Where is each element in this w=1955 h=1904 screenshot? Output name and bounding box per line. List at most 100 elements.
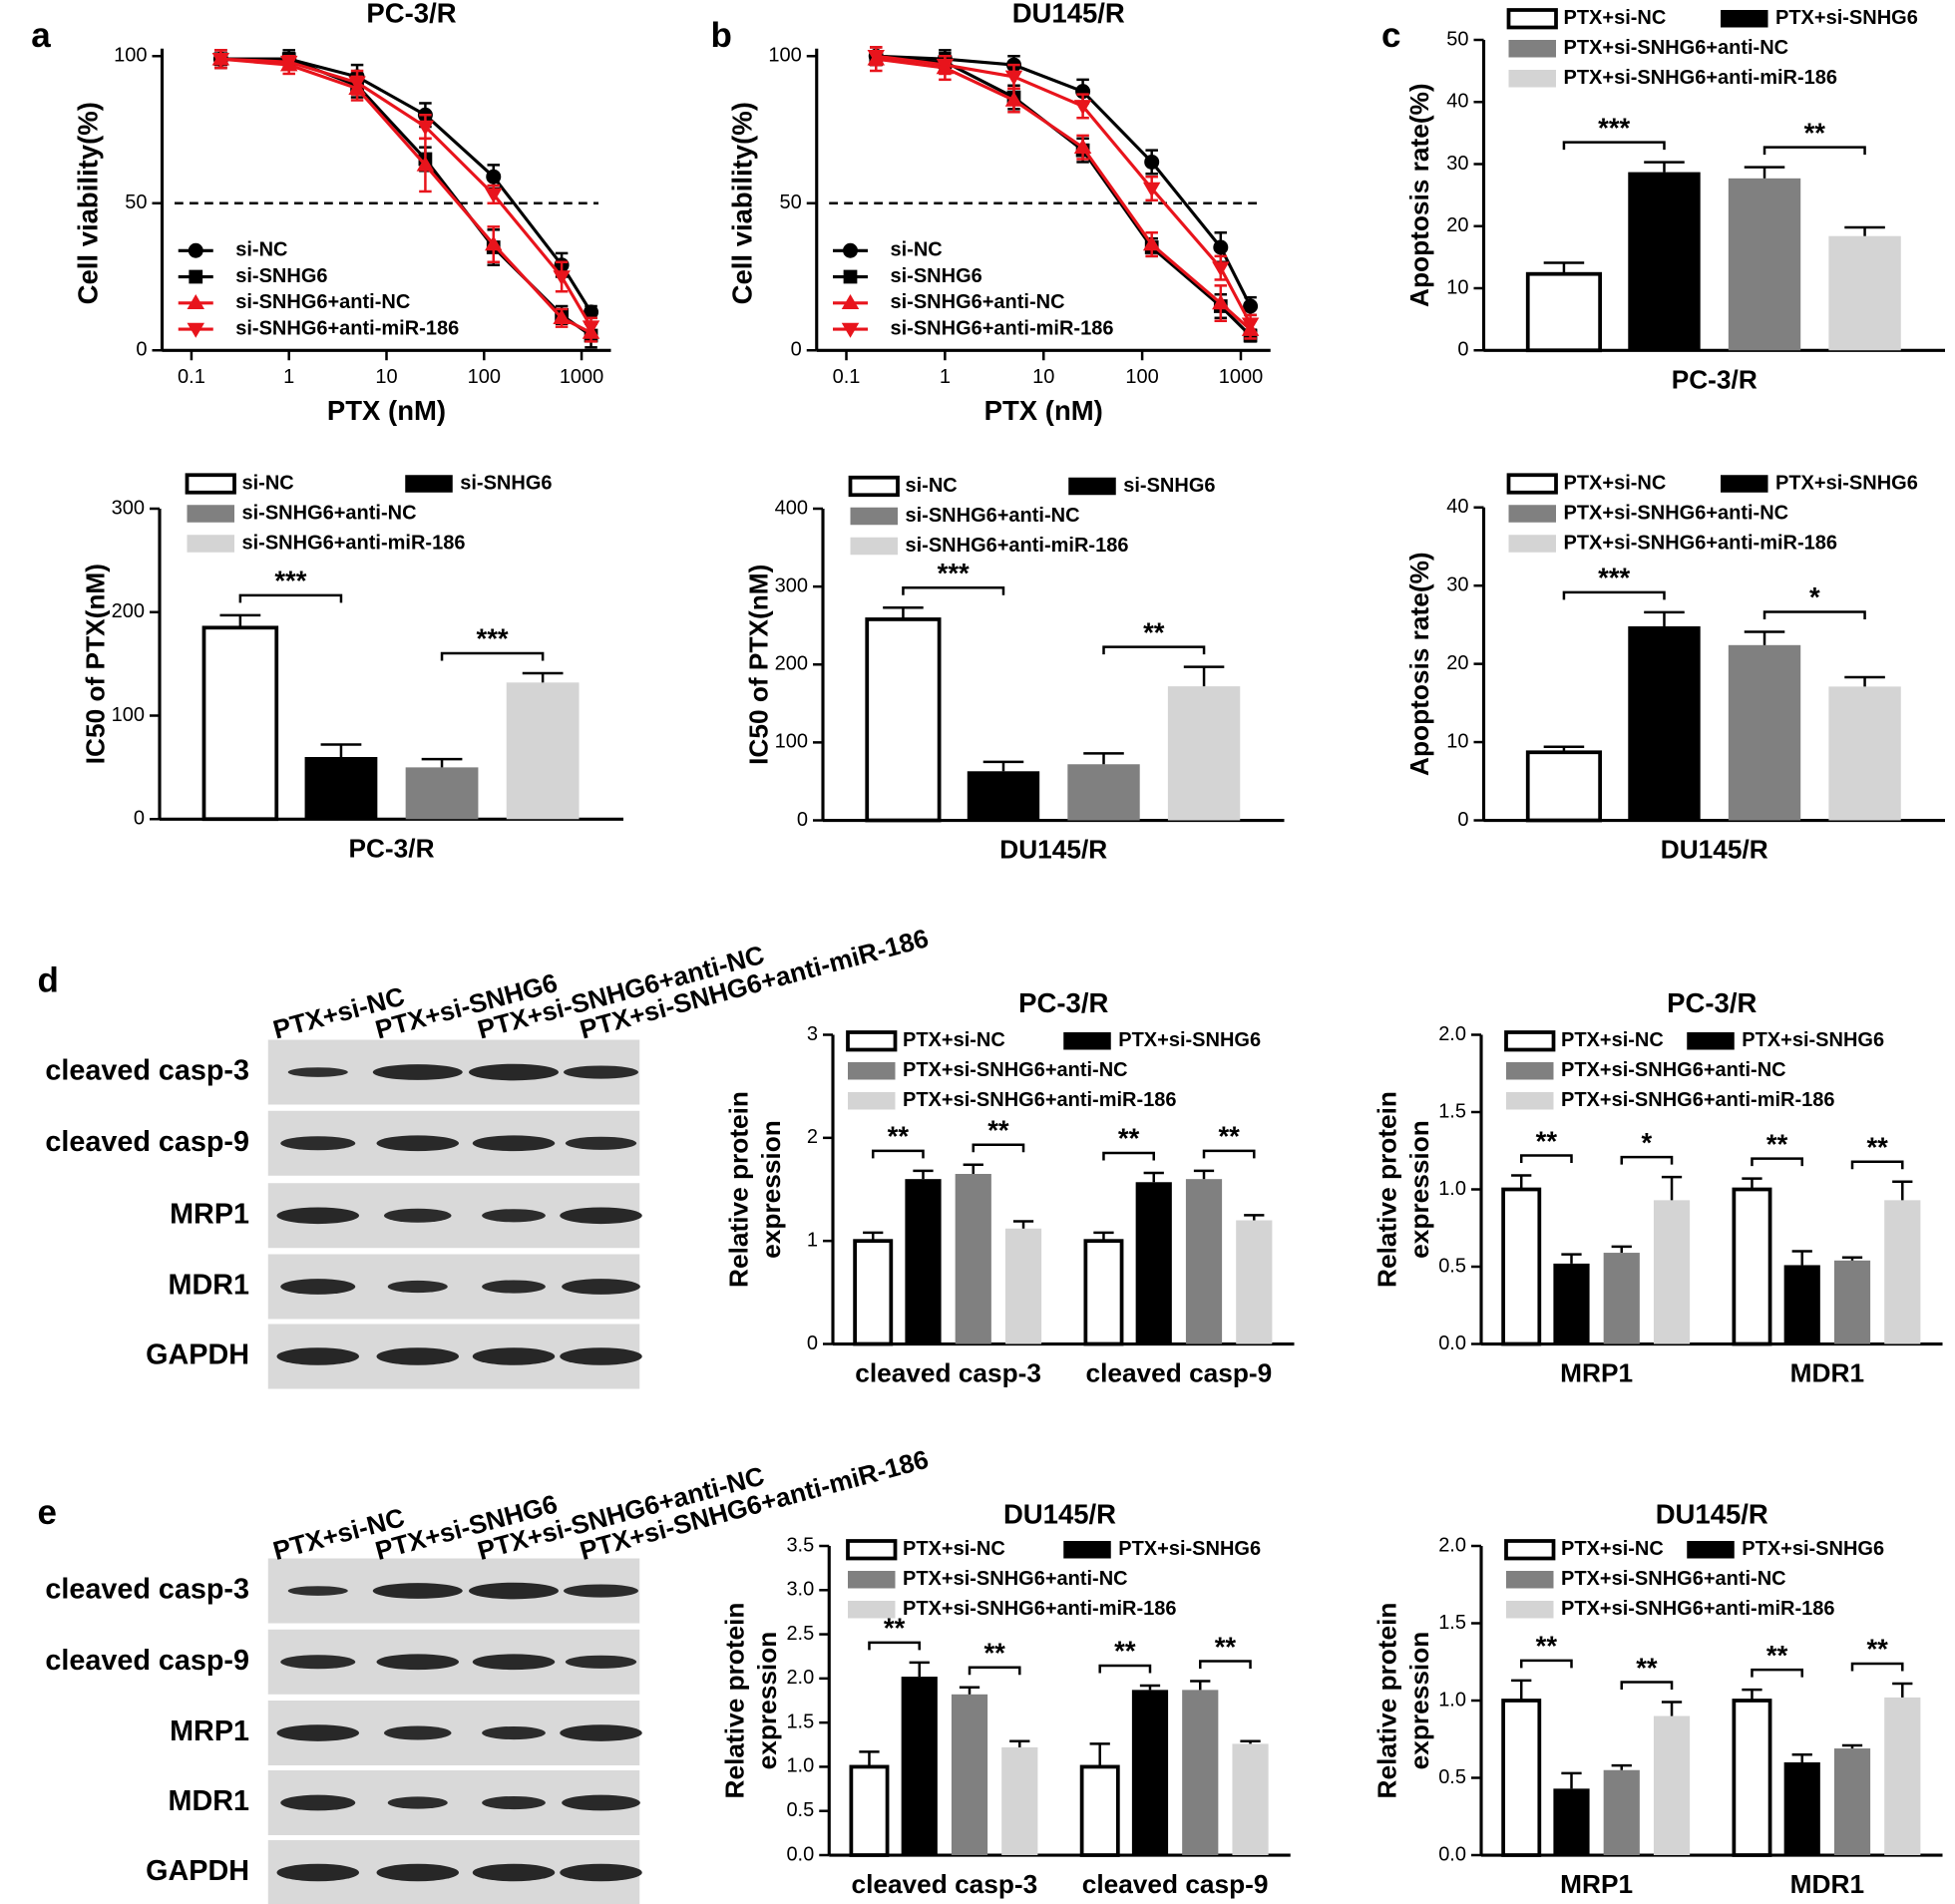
bar	[506, 682, 580, 820]
bar	[1828, 686, 1901, 821]
chart-title: DU145/R	[1656, 1498, 1768, 1529]
y-tick-label: 1.0	[786, 1755, 814, 1777]
legend-label: si-SNHG6	[1123, 475, 1215, 497]
legend-label: si-SNHG6+anti-miR-186	[891, 317, 1114, 339]
x-tick-label: 1000	[560, 366, 604, 388]
blot-band	[372, 1583, 463, 1599]
significance-label: ***	[274, 566, 306, 596]
blot-band	[562, 1279, 640, 1295]
legend-label: PTX+si-SNHG6	[1742, 1029, 1884, 1051]
significance-bracket	[968, 1666, 1021, 1676]
blot-band	[376, 1654, 459, 1671]
marker	[416, 156, 435, 172]
y-tick-label: 0.0	[1438, 1333, 1466, 1354]
bar	[1828, 235, 1901, 351]
bar	[1232, 1743, 1269, 1855]
marker	[486, 169, 502, 185]
y-tick-label: 50	[780, 191, 802, 213]
legend-label: si-SNHG6	[235, 265, 327, 287]
legend-swatch	[848, 1062, 896, 1080]
x-tick-label: 1	[283, 366, 294, 388]
legend-label: PTX+si-SNHG6+anti-NC	[1564, 37, 1789, 59]
blot-band	[472, 1863, 556, 1882]
legend-swatch	[848, 475, 900, 498]
marker	[582, 320, 600, 336]
significance-bracket	[868, 1641, 921, 1651]
bar	[1653, 1200, 1691, 1344]
significance-bracket	[1620, 1681, 1674, 1691]
y-tick-label: 30	[1446, 573, 1468, 595]
y-axis-label: Relative protein	[720, 1603, 750, 1799]
y-tick-label: 300	[112, 497, 145, 519]
legend-label: si-SNHG6+anti-miR-186	[242, 532, 466, 554]
significance-label: **	[1218, 1121, 1240, 1152]
bar	[1732, 1187, 1772, 1346]
blot-band	[280, 1279, 356, 1295]
x-tick-label: DU145/R	[999, 835, 1107, 865]
significance-bracket	[1519, 1154, 1573, 1164]
x-axis-label: PTX (nM)	[327, 395, 446, 426]
blot-row-label: cleaved casp-3	[45, 1055, 249, 1087]
x-tick-label: 100	[468, 366, 501, 388]
legend-swatch	[848, 1571, 896, 1589]
bar	[1732, 1699, 1772, 1857]
chart-title: PC-3/R	[1667, 987, 1757, 1018]
legend-label: PTX+si-SNHG6+anti-NC	[903, 1568, 1128, 1590]
legend-swatch	[1506, 1062, 1554, 1080]
marker	[1212, 294, 1230, 310]
marker	[1213, 239, 1229, 255]
y-tick-label: 100	[768, 45, 801, 67]
blot-row-label: MDR1	[169, 1785, 249, 1817]
blot-band	[287, 1586, 348, 1596]
y-tick-label: 0	[136, 339, 147, 361]
y-tick-label: 400	[775, 497, 808, 519]
y-tick-label: 0	[1457, 809, 1468, 831]
y-tick-label: 1.5	[1438, 1100, 1466, 1122]
y-axis-label: Cell viability(%)	[727, 102, 758, 304]
bar	[1185, 1179, 1223, 1344]
y-axis-label: Relative protein	[1371, 1091, 1401, 1288]
panel-letter: c	[1381, 16, 1400, 55]
legend-swatch	[1504, 1539, 1556, 1561]
significance-label: **	[1766, 1128, 1788, 1159]
legend-label: PTX+si-SNHG6+anti-NC	[1561, 1568, 1786, 1590]
x-tick-label: cleaved casp-3	[855, 1358, 1041, 1388]
marker	[553, 309, 571, 325]
x-tick-label: MRP1	[1560, 1869, 1633, 1899]
legend-label: si-NC	[235, 239, 287, 261]
marker	[936, 58, 955, 74]
y-tick-label: 10	[1446, 276, 1468, 298]
x-tick-label: 0.1	[833, 366, 861, 388]
significance-label: ***	[1598, 112, 1630, 143]
blot-band	[560, 1207, 642, 1225]
legend-swatch	[846, 1539, 898, 1561]
marker	[485, 235, 503, 251]
panel-letter: d	[38, 960, 59, 999]
legend-swatch	[848, 1092, 896, 1110]
legend-marker	[187, 322, 204, 338]
marker	[211, 52, 230, 68]
y-tick-label: 20	[1446, 652, 1468, 674]
blot-band	[560, 1724, 642, 1741]
significance-bracket	[972, 1143, 1025, 1153]
bar	[1628, 172, 1701, 351]
legend-label: PTX+si-SNHG6	[1118, 1538, 1261, 1560]
legend-label: PTX+si-SNHG6+anti-miR-186	[1564, 67, 1838, 89]
panel-letter: a	[31, 16, 51, 55]
y-tick-label: 200	[112, 600, 145, 622]
significance-label: **	[884, 1613, 906, 1644]
significance-label: ***	[1598, 563, 1630, 593]
bar	[853, 1239, 894, 1346]
legend-swatch	[850, 507, 898, 526]
legend-label: si-SNHG6+anti-NC	[906, 505, 1080, 527]
bar	[1182, 1690, 1219, 1855]
legend-label: si-SNHG6	[460, 472, 552, 494]
blot-band	[387, 1796, 448, 1809]
legend-marker	[841, 322, 860, 338]
y-tick-label: 2.0	[786, 1667, 814, 1689]
legend-swatch	[1508, 505, 1556, 523]
blot-band	[472, 1654, 556, 1671]
y-tick-label: 1.5	[786, 1711, 814, 1732]
legend-swatch	[1721, 475, 1768, 493]
